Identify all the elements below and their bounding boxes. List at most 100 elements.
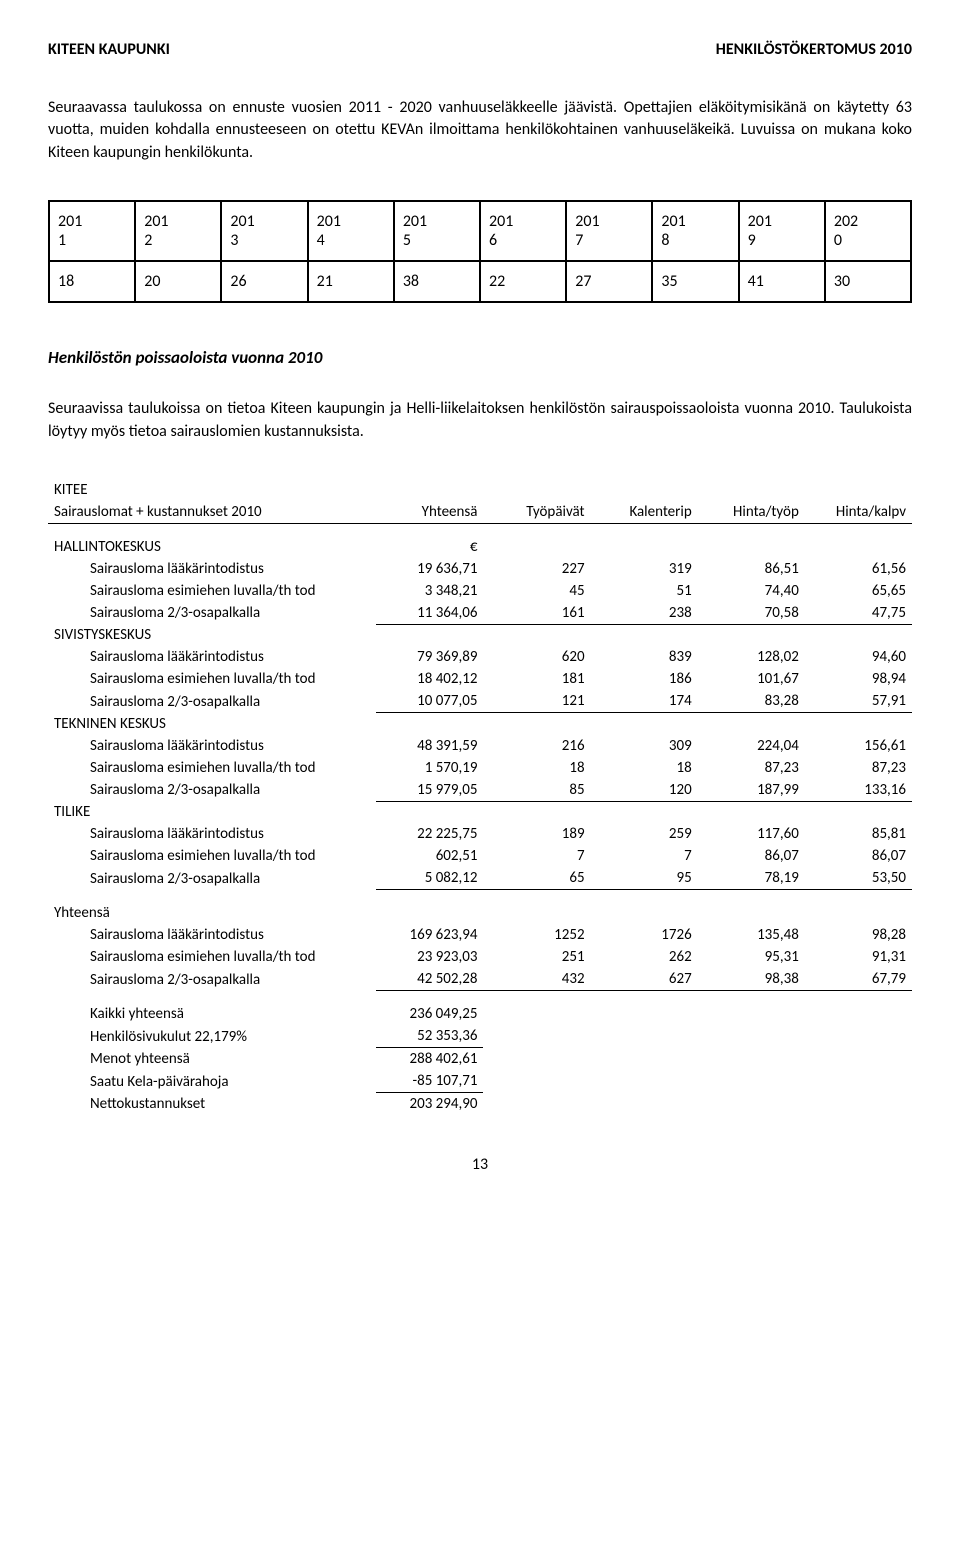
summary-value: -85 107,71 — [376, 1070, 483, 1093]
row-label: Sairausloma esimiehen luvalla/th tod — [48, 668, 376, 690]
row-value: 238 — [591, 602, 698, 625]
year-header-cell: 2020 — [826, 202, 910, 260]
row-value: 602,51 — [376, 845, 483, 867]
currency-symbol: € — [376, 536, 483, 558]
row-label: Sairausloma lääkärintodistus — [48, 924, 376, 946]
row-label: Sairausloma 2/3-osapalkalla — [48, 779, 376, 802]
row-value: 87,23 — [698, 757, 805, 779]
currency-symbol — [376, 801, 483, 823]
row-value: 181 — [483, 668, 590, 690]
year-value-cell: 26 — [222, 262, 308, 301]
year-header-cell: 2013 — [222, 202, 308, 260]
group-name: TILIKE — [48, 801, 376, 823]
row-value: 319 — [591, 558, 698, 580]
cost-table: KITEESairauslomat + kustannukset 2010Yht… — [48, 479, 912, 1116]
row-value: 98,28 — [805, 924, 912, 946]
row-label: Sairausloma 2/3-osapalkalla — [48, 602, 376, 625]
row-value: 22 225,75 — [376, 823, 483, 845]
year-value-cell: 30 — [826, 262, 910, 301]
totals-heading: Yhteensä — [48, 902, 376, 924]
row-value: 65 — [483, 867, 590, 890]
currency-symbol — [376, 624, 483, 646]
row-value: 133,16 — [805, 779, 912, 802]
row-value: 86,07 — [805, 845, 912, 867]
row-value: 161 — [483, 602, 590, 625]
row-value: 18 — [591, 757, 698, 779]
row-value: 187,99 — [698, 779, 805, 802]
year-forecast-table: 2011201220132014201520162017201820192020… — [48, 200, 912, 303]
col-header: Työpäivät — [483, 501, 590, 524]
year-value-cell: 35 — [653, 262, 739, 301]
row-value: 61,56 — [805, 558, 912, 580]
row-value: 78,19 — [698, 867, 805, 890]
row-label: Sairausloma lääkärintodistus — [48, 558, 376, 580]
year-header-cell: 2017 — [567, 202, 653, 260]
row-value: 156,61 — [805, 735, 912, 757]
row-value: 7 — [483, 845, 590, 867]
row-label: Sairausloma lääkärintodistus — [48, 646, 376, 668]
row-value: 120 — [591, 779, 698, 802]
year-value-cell: 27 — [567, 262, 653, 301]
year-header-cell: 2016 — [481, 202, 567, 260]
row-value: 65,65 — [805, 580, 912, 602]
row-label: Sairausloma esimiehen luvalla/th tod — [48, 845, 376, 867]
header-right: HENKILÖSTÖKERTOMUS 2010 — [716, 40, 912, 59]
row-value: 216 — [483, 735, 590, 757]
row-value: 47,75 — [805, 602, 912, 625]
row-label: Sairausloma 2/3-osapalkalla — [48, 968, 376, 991]
row-value: 86,07 — [698, 845, 805, 867]
row-value: 262 — [591, 946, 698, 968]
row-value: 85,81 — [805, 823, 912, 845]
row-value: 5 082,12 — [376, 867, 483, 890]
row-value: 23 923,03 — [376, 946, 483, 968]
row-value: 224,04 — [698, 735, 805, 757]
row-value: 121 — [483, 690, 590, 713]
row-label: Sairausloma lääkärintodistus — [48, 735, 376, 757]
page-number: 13 — [48, 1155, 912, 1174]
year-value-cell: 41 — [740, 262, 826, 301]
row-value: 67,79 — [805, 968, 912, 991]
col-header: Hinta/työp — [698, 501, 805, 524]
row-value: 135,48 — [698, 924, 805, 946]
group-name: HALLINTOKESKUS — [48, 536, 376, 558]
year-header-cell: 2015 — [395, 202, 481, 260]
row-value: 174 — [591, 690, 698, 713]
row-value: 95 — [591, 867, 698, 890]
year-header-cell: 2018 — [653, 202, 739, 260]
year-value-cell: 22 — [481, 262, 567, 301]
row-value: 86,51 — [698, 558, 805, 580]
row-value: 432 — [483, 968, 590, 991]
year-header-cell: 2014 — [309, 202, 395, 260]
org-name: KITEE — [48, 479, 376, 501]
row-value: 1252 — [483, 924, 590, 946]
summary-label: Saatu Kela-päivärahoja — [48, 1070, 376, 1093]
row-value: 839 — [591, 646, 698, 668]
row-value: 51 — [591, 580, 698, 602]
row-value: 70,58 — [698, 602, 805, 625]
section-paragraph: Seuraavissa taulukoissa on tietoa Kiteen… — [48, 398, 912, 443]
row-value: 189 — [483, 823, 590, 845]
group-name: SIVISTYSKESKUS — [48, 624, 376, 646]
col-header: Hinta/kalpv — [805, 501, 912, 524]
row-value: 1 570,19 — [376, 757, 483, 779]
summary-label: Menot yhteensä — [48, 1048, 376, 1071]
row-value: 42 502,28 — [376, 968, 483, 991]
row-value: 11 364,06 — [376, 602, 483, 625]
row-value: 18 — [483, 757, 590, 779]
row-value: 101,67 — [698, 668, 805, 690]
year-header-cell: 2019 — [740, 202, 826, 260]
summary-label: Nettokustannukset — [48, 1093, 376, 1116]
row-value: 128,02 — [698, 646, 805, 668]
header-left: KITEEN KAUPUNKI — [48, 40, 170, 59]
row-label: Sairausloma esimiehen luvalla/th tod — [48, 946, 376, 968]
col-header: Kalenterip — [591, 501, 698, 524]
row-value: 48 391,59 — [376, 735, 483, 757]
col-header: Yhteensä — [376, 501, 483, 524]
row-value: 251 — [483, 946, 590, 968]
row-value: 85 — [483, 779, 590, 802]
row-value: 74,40 — [698, 580, 805, 602]
row-value: 309 — [591, 735, 698, 757]
row-value: 259 — [591, 823, 698, 845]
row-value: 57,91 — [805, 690, 912, 713]
summary-value: 236 049,25 — [376, 1003, 483, 1025]
